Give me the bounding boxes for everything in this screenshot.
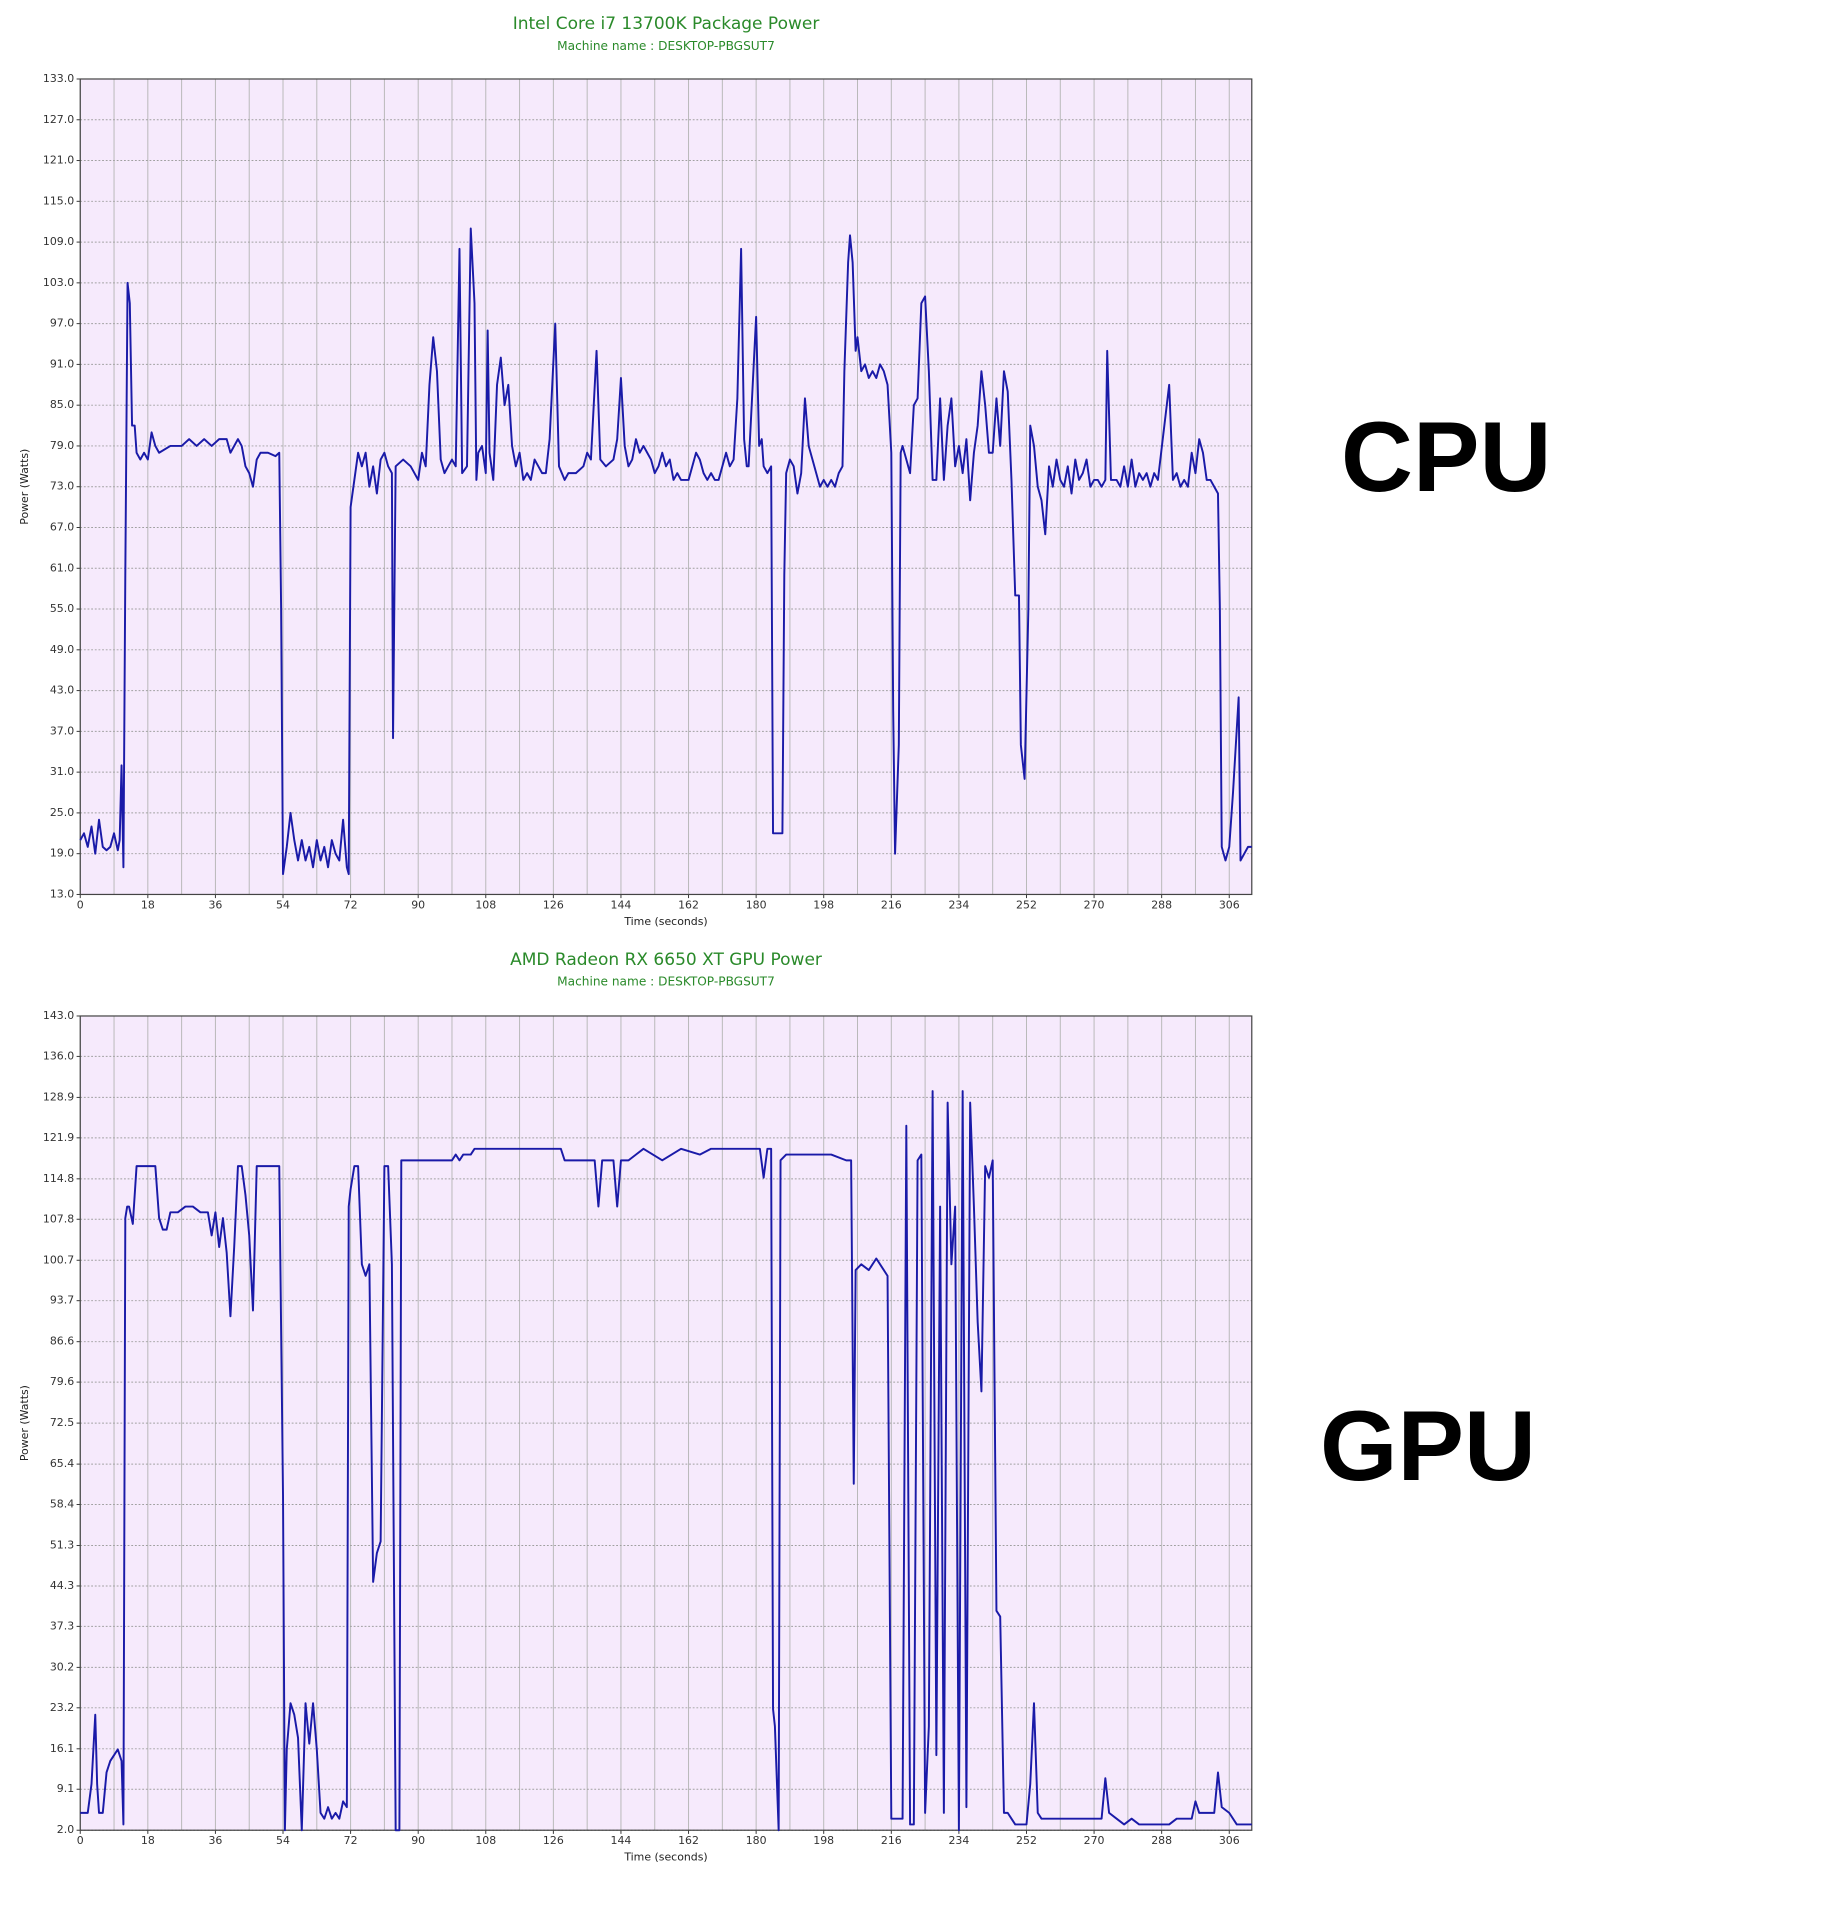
x-tick-label: 180 <box>746 898 767 911</box>
power-line <box>80 1090 1252 1832</box>
y-axis-label: Power (Watts) <box>18 449 31 525</box>
x-tick-label: 0 <box>77 1834 84 1847</box>
y-tick-label: 61.0 <box>50 561 74 574</box>
y-tick-label: 79.0 <box>50 439 74 452</box>
y-tick-label: 93.7 <box>50 1294 74 1307</box>
y-tick-label: 133.0 <box>43 72 74 85</box>
y-tick-label: 9.1 <box>57 1782 74 1795</box>
y-tick-label: 31.0 <box>50 765 74 778</box>
x-tick-label: 90 <box>411 898 425 911</box>
y-tick-label: 115.0 <box>43 194 74 207</box>
plot-border <box>79 78 1253 896</box>
x-tick-label: 0 <box>77 898 84 911</box>
x-tick-label: 198 <box>813 898 834 911</box>
x-tick-label: 288 <box>1151 898 1172 911</box>
y-tick-label: 114.8 <box>43 1172 74 1185</box>
x-tick-label: 36 <box>208 898 222 911</box>
y-tick-label: 51.3 <box>50 1539 74 1552</box>
y-tick-label: 97.0 <box>50 317 74 330</box>
y-tick-label: 67.0 <box>50 520 74 533</box>
chart-title: Intel Core i7 13700K Package Power <box>513 14 820 34</box>
x-axis-label: Time (seconds) <box>623 915 707 928</box>
y-tick-label: 16.1 <box>50 1742 74 1755</box>
y-tick-label: 128.9 <box>43 1090 74 1103</box>
y-axis-label: Power (Watts) <box>18 1385 31 1461</box>
plot-border <box>79 1015 1253 1831</box>
x-tick-label: 72 <box>344 1834 358 1847</box>
y-tick-label: 30.2 <box>50 1660 74 1673</box>
y-tick-label: 43.0 <box>50 684 74 697</box>
chart-subtitle: Machine name : DESKTOP-PBGSUT7 <box>557 39 775 53</box>
y-tick-label: 91.0 <box>50 357 74 370</box>
power-line <box>79 227 1252 876</box>
x-tick-label: 270 <box>1084 898 1105 911</box>
annotation: GPU <box>1320 1391 1536 1502</box>
x-tick-label: 216 <box>881 1834 902 1847</box>
x-tick-label: 126 <box>543 898 564 911</box>
y-tick-label: 79.6 <box>50 1375 74 1388</box>
y-tick-label: 100.7 <box>43 1253 74 1266</box>
y-tick-label: 25.0 <box>50 806 74 819</box>
x-tick-label: 162 <box>678 898 699 911</box>
x-tick-label: 36 <box>208 1834 222 1847</box>
y-tick-label: 44.3 <box>50 1579 74 1592</box>
x-tick-label: 216 <box>881 898 902 911</box>
y-tick-label: 85.0 <box>50 398 74 411</box>
x-tick-label: 144 <box>611 1834 632 1847</box>
x-tick-label: 234 <box>948 1834 969 1847</box>
x-tick-label: 306 <box>1219 1834 1240 1847</box>
y-tick-label: 127.0 <box>43 113 74 126</box>
x-tick-label: 144 <box>611 898 632 911</box>
x-tick-label: 90 <box>411 1834 425 1847</box>
y-tick-label: 55.0 <box>50 602 74 615</box>
x-tick-label: 54 <box>276 1834 290 1847</box>
x-tick-label: 126 <box>543 1834 564 1847</box>
y-tick-label: 73.0 <box>50 480 74 493</box>
y-tick-label: 103.0 <box>43 276 74 289</box>
x-axis-label: Time (seconds) <box>623 1851 707 1864</box>
y-tick-label: 65.4 <box>50 1457 74 1470</box>
x-tick-label: 252 <box>1016 898 1037 911</box>
x-tick-label: 252 <box>1016 1834 1037 1847</box>
y-tick-label: 136.0 <box>43 1049 74 1062</box>
y-tick-label: 109.0 <box>43 235 74 248</box>
y-tick-label: 121.9 <box>43 1131 74 1144</box>
y-tick-label: 23.2 <box>50 1701 74 1714</box>
y-tick-label: 13.0 <box>50 887 74 900</box>
x-tick-label: 270 <box>1084 1834 1105 1847</box>
plot-area <box>80 1015 1252 1831</box>
y-tick-label: 107.8 <box>43 1212 74 1225</box>
y-tick-label: 19.0 <box>50 847 74 860</box>
plot-area <box>80 78 1252 895</box>
x-tick-label: 198 <box>813 1834 834 1847</box>
y-tick-label: 49.0 <box>50 643 74 656</box>
x-tick-label: 108 <box>475 1834 496 1847</box>
y-tick-label: 143.0 <box>43 1009 74 1022</box>
x-tick-label: 108 <box>475 898 496 911</box>
y-tick-label: 37.0 <box>50 724 74 737</box>
y-tick-label: 86.6 <box>50 1335 74 1348</box>
chart-title: AMD Radeon RX 6650 XT GPU Power <box>510 950 822 970</box>
y-tick-label: 58.4 <box>50 1498 74 1511</box>
x-tick-label: 18 <box>141 1834 155 1847</box>
x-tick-label: 234 <box>948 898 969 911</box>
y-tick-label: 121.0 <box>43 154 74 167</box>
x-tick-label: 306 <box>1219 898 1240 911</box>
x-tick-label: 180 <box>746 1834 767 1847</box>
y-tick-label: 37.3 <box>50 1619 74 1632</box>
chart-subtitle: Machine name : DESKTOP-PBGSUT7 <box>557 975 775 989</box>
x-tick-label: 18 <box>141 898 155 911</box>
x-tick-label: 288 <box>1151 1834 1172 1847</box>
x-tick-label: 162 <box>678 1834 699 1847</box>
x-tick-label: 54 <box>276 898 290 911</box>
y-tick-label: 72.5 <box>50 1416 74 1429</box>
y-tick-label: 2.0 <box>57 1823 74 1836</box>
annotation: CPU <box>1341 402 1551 513</box>
x-tick-label: 72 <box>344 898 358 911</box>
